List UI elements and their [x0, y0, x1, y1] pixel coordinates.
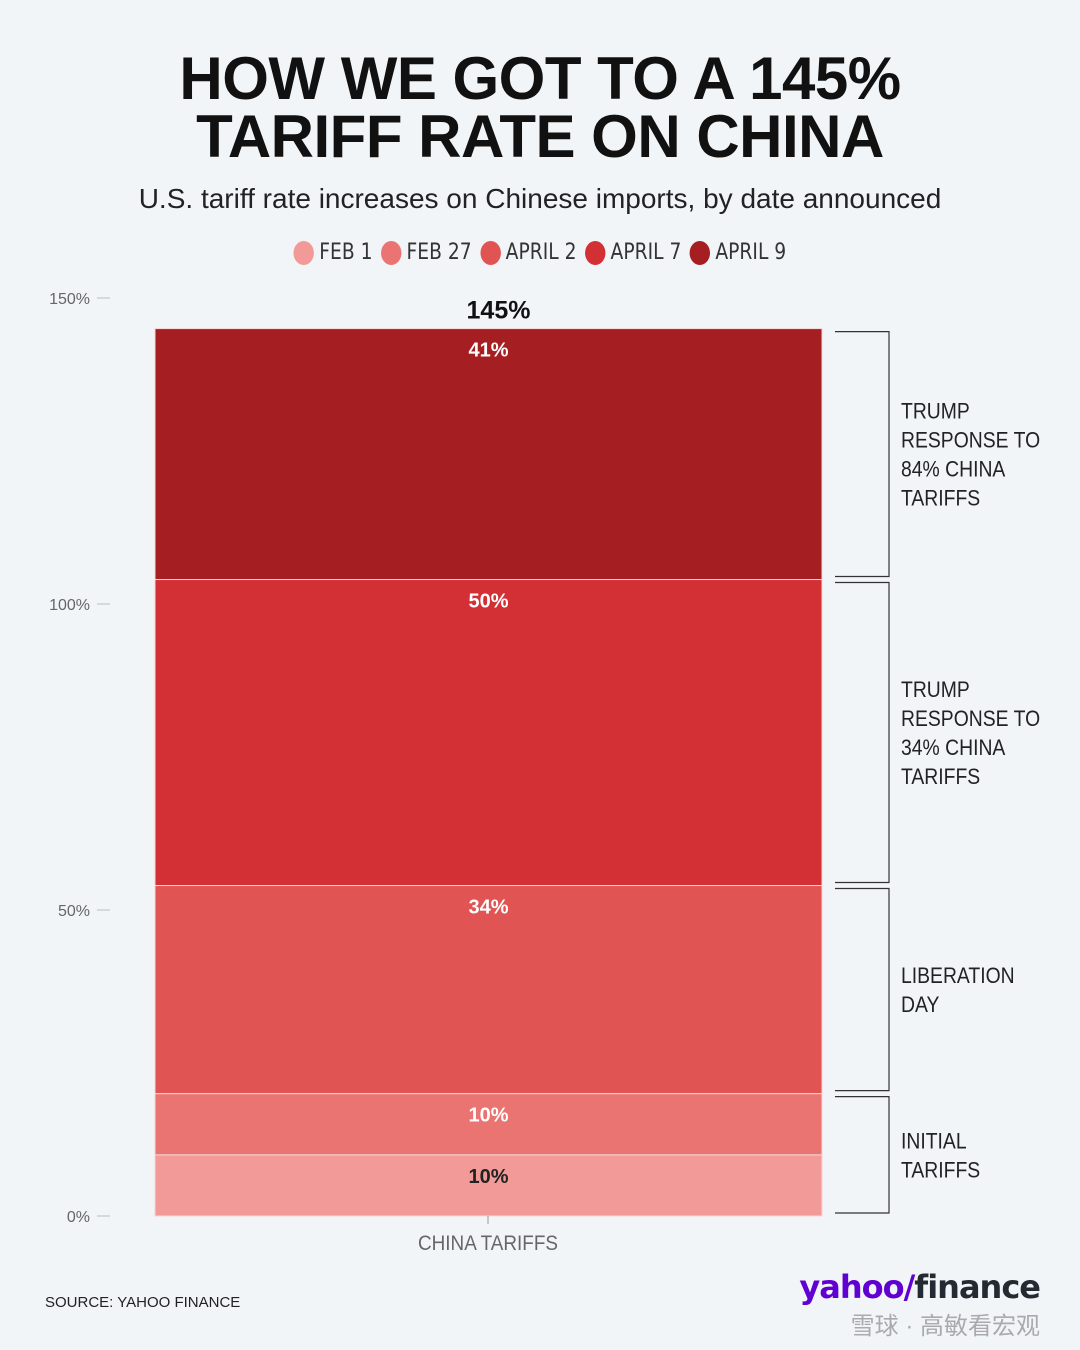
title-line-2: TARIFF RATE ON CHINA	[196, 103, 884, 170]
annotation-label: TARIFFS	[901, 765, 980, 789]
legend-swatch	[689, 240, 711, 265]
legend-item: APRIL 9	[689, 240, 787, 265]
watermark: 雪球 · 高敏看宏观	[850, 1313, 1040, 1340]
annotation-bracket	[835, 1096, 890, 1214]
chart-subtitle: U.S. tariff rate increases on Chinese im…	[138, 183, 942, 214]
legend-swatch	[293, 240, 315, 265]
chart-title: HOW WE GOT TO A 145% TARIFF RATE ON CHIN…	[0, 45, 1080, 170]
annotation-label: DAY	[901, 993, 940, 1017]
y-tick-label: 150%	[49, 291, 90, 308]
logo-slash: /	[903, 1268, 916, 1306]
legend-label: APRIL 2	[505, 240, 577, 265]
total-label: 145%	[467, 297, 531, 325]
segment-label: 10%	[468, 1166, 508, 1188]
logo-finance: finance	[914, 1268, 1041, 1306]
y-tick-label: 100%	[49, 597, 90, 614]
bar-segment	[154, 1154, 823, 1217]
source-note: SOURCE: YAHOO FINANCE	[45, 1294, 241, 1311]
legend-label: APRIL 9	[715, 240, 787, 265]
x-tick-label: CHINA TARIFFS	[418, 1232, 558, 1255]
logo-yahoo: yahoo	[799, 1268, 904, 1306]
legend: FEB 1 FEB 27 APRIL 2 APRIL 7 APRIL 9	[81, 240, 999, 265]
legend-item: FEB 1	[293, 240, 373, 265]
annotation-label: LIBERATION	[901, 964, 1015, 988]
legend-swatch	[585, 240, 606, 265]
yahoo-finance-logo: yahoo/finance	[799, 1268, 1041, 1306]
legend-swatch	[381, 240, 402, 265]
annotation-label: 84% CHINA	[901, 457, 1006, 481]
legend-item: APRIL 2	[480, 240, 577, 265]
segment-label: 50%	[468, 591, 508, 613]
title-line-1: HOW WE GOT TO A 145%	[179, 45, 901, 112]
segment-label: 41%	[468, 340, 508, 362]
annotation-label: RESPONSE TO	[901, 428, 1040, 452]
annotation-label: 34% CHINA	[901, 736, 1006, 760]
annotation-bracket	[835, 331, 890, 578]
legend-swatch	[480, 240, 501, 265]
annotation-label: TRUMP	[901, 399, 970, 423]
legend-label: APRIL 7	[610, 240, 682, 265]
y-tick-label: 50%	[58, 903, 90, 920]
legend-label: FEB 27	[406, 240, 472, 265]
bar-segment	[154, 1093, 823, 1156]
legend-label: FEB 1	[319, 240, 373, 265]
annotation-bracket	[835, 887, 890, 1092]
segment-label: 10%	[468, 1105, 508, 1127]
bar-segment	[154, 579, 823, 887]
annotation-label: RESPONSE TO	[901, 707, 1040, 731]
y-tick-label: 0%	[67, 1209, 90, 1226]
segment-label: 34%	[468, 897, 508, 919]
legend-item: FEB 27	[381, 240, 472, 265]
annotation-bracket	[835, 581, 890, 884]
bar-segment	[154, 328, 823, 581]
annotation-label: INITIAL	[901, 1129, 967, 1153]
bar-segment	[154, 885, 823, 1095]
annotation-label: TARIFFS	[901, 486, 980, 510]
annotation-label: TARIFFS	[901, 1158, 980, 1182]
annotation-label: TRUMP	[901, 678, 970, 702]
legend-item: APRIL 7	[585, 240, 681, 265]
